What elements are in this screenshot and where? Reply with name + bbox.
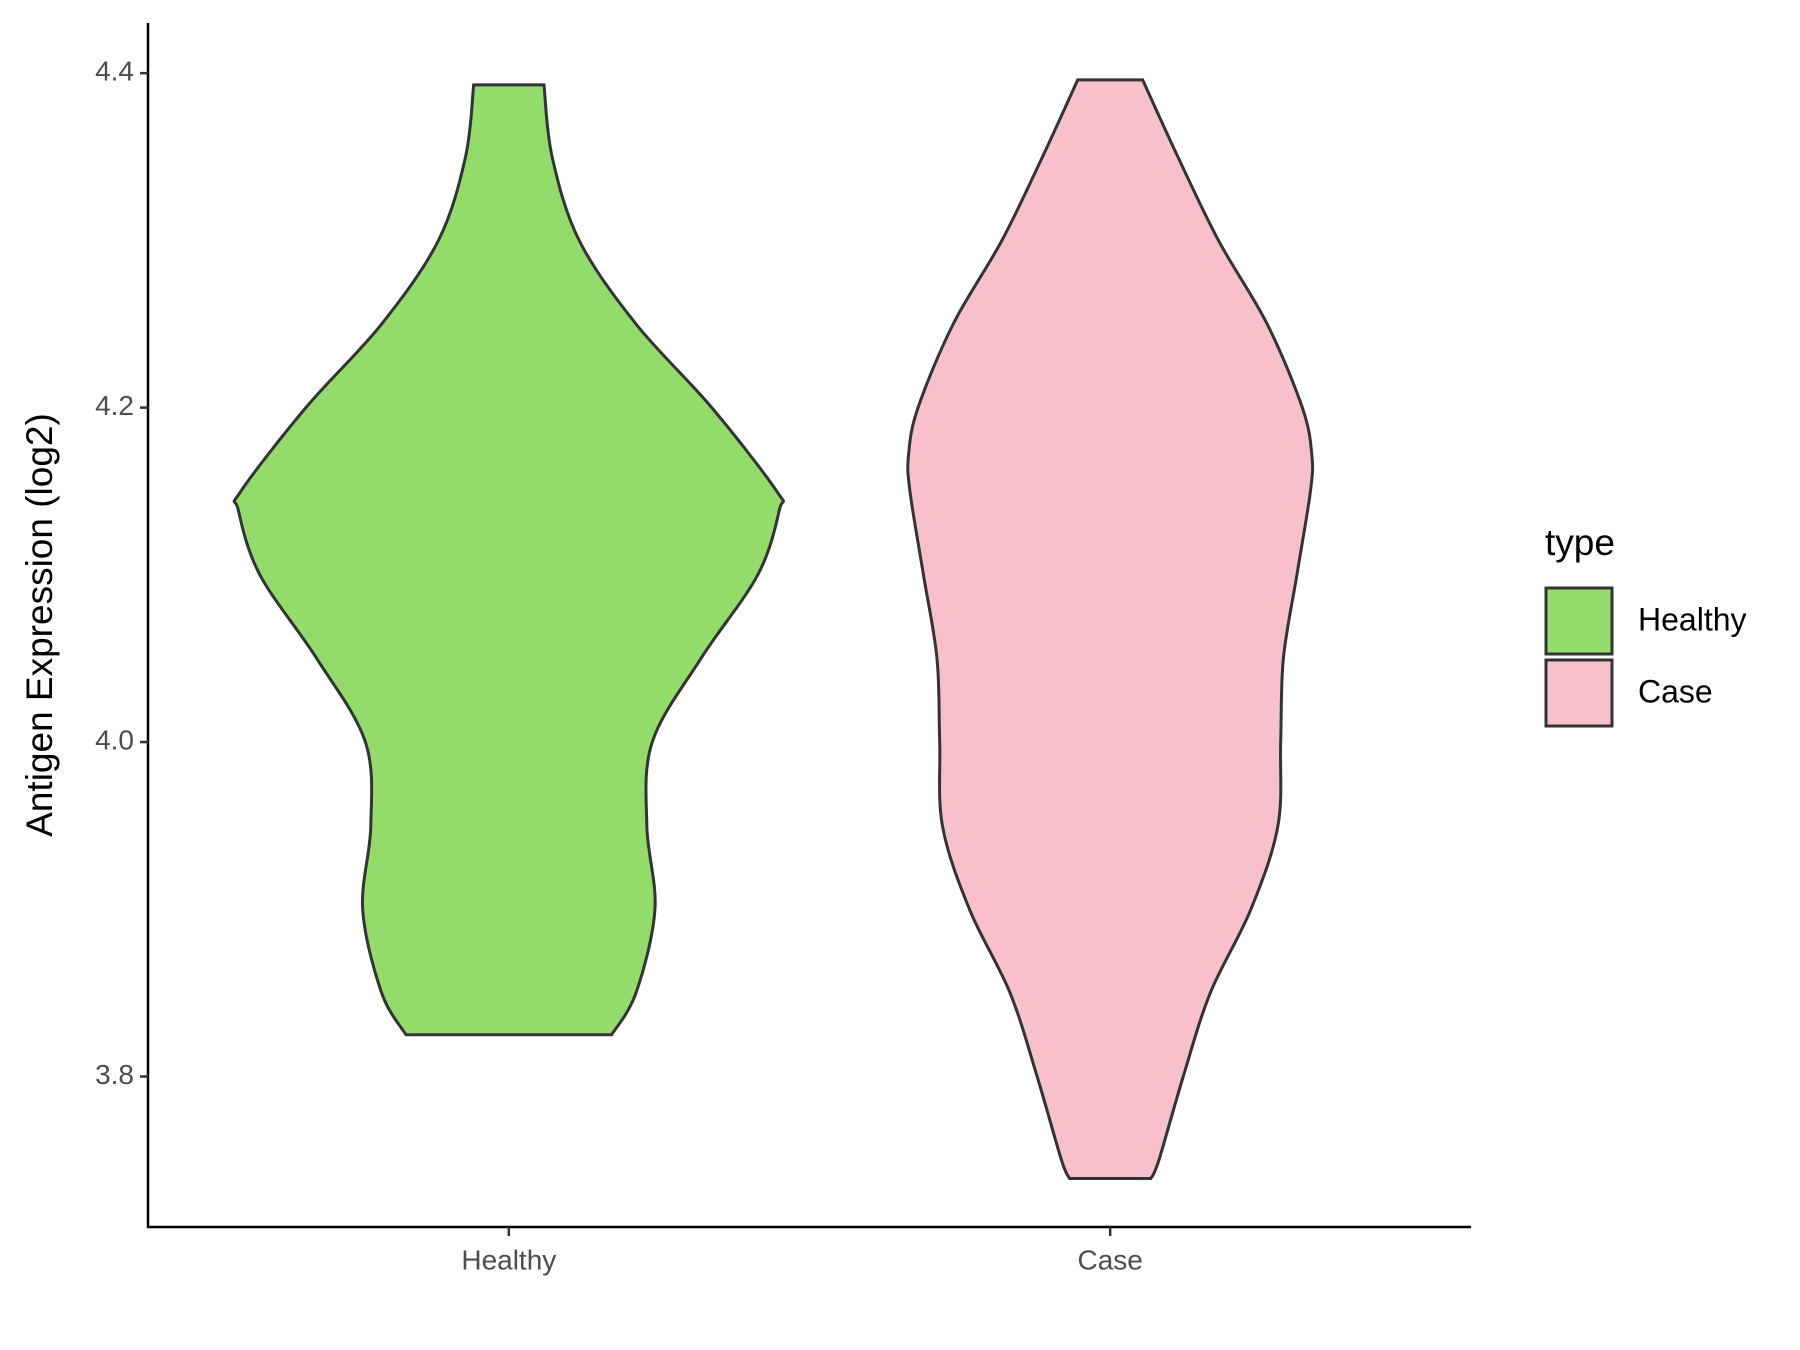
legend-title: type	[1545, 522, 1615, 563]
legend-key	[1544, 658, 1614, 728]
violin	[906, 78, 1315, 1181]
y-tick-label: 4.4	[95, 56, 134, 87]
legend-key	[1544, 586, 1614, 656]
legend-label: Case	[1638, 673, 1713, 709]
y-tick-label: 3.8	[95, 1059, 134, 1090]
x-tick-label: Case	[1077, 1244, 1142, 1275]
legend-label: Healthy	[1638, 601, 1747, 637]
x-tick-label: Healthy	[461, 1244, 556, 1275]
y-tick-label: 4.0	[95, 724, 134, 755]
violin	[232, 83, 785, 1037]
y-axis-title: Antigen Expression (log2)	[19, 413, 60, 837]
y-tick-label: 4.2	[95, 390, 134, 421]
